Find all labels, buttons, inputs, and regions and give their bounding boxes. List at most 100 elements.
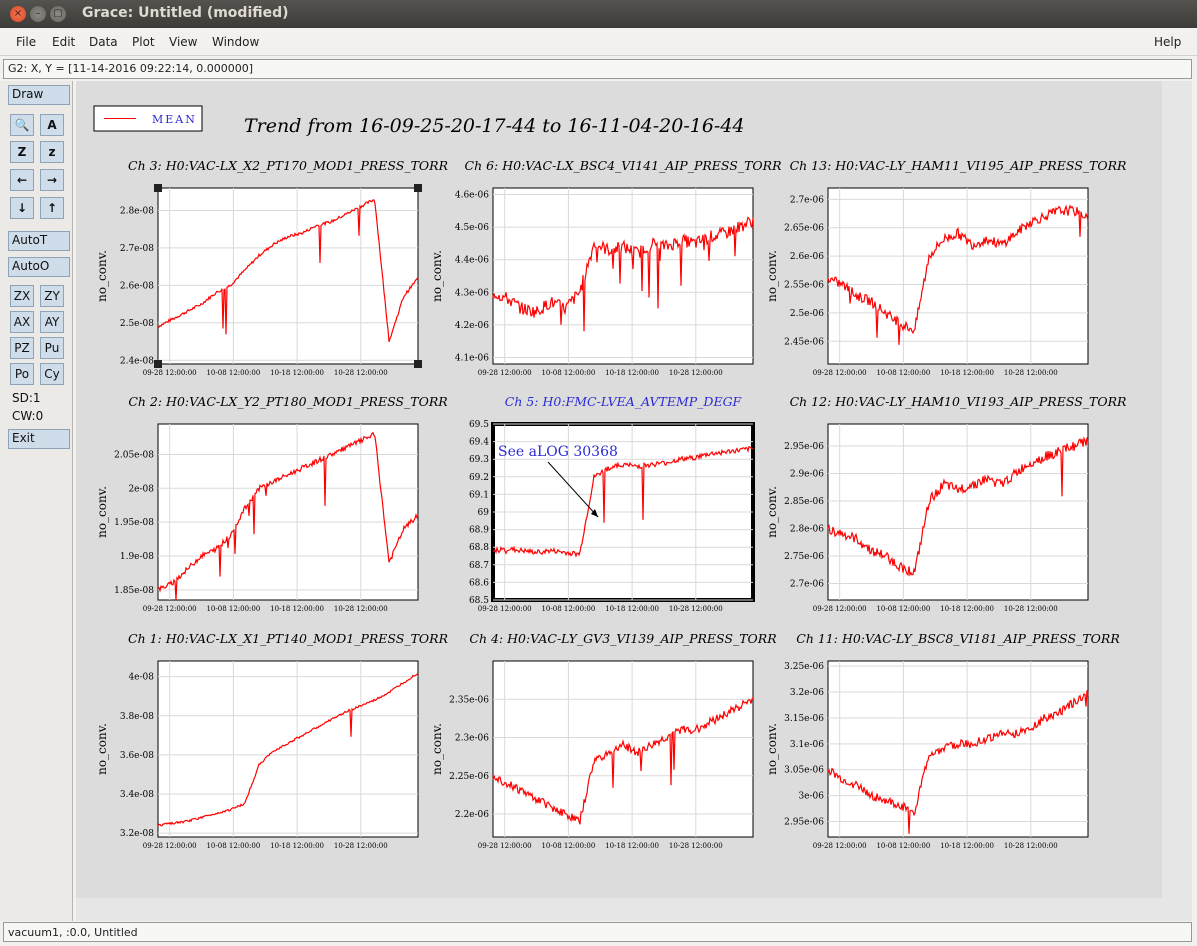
menu-edit[interactable]: Edit — [52, 35, 76, 49]
y-tick-label: 2.6e-08 — [120, 281, 154, 291]
menu-view[interactable]: View — [169, 35, 198, 49]
arrow-down-icon[interactable]: ↓ — [10, 197, 34, 219]
x-tick-label: 10-08 12:00:00 — [876, 842, 930, 850]
x-tick-label: 10-18 12:00:00 — [940, 605, 994, 613]
close-icon[interactable]: × — [10, 6, 26, 22]
x-tick-label: 09-28 12:00:00 — [478, 605, 532, 613]
data-series-line — [157, 199, 419, 342]
cy-button[interactable]: Cy — [40, 363, 64, 385]
po-button[interactable]: Po — [10, 363, 34, 385]
y-tick-label: 2.95e-06 — [784, 817, 824, 827]
annotation-arrowhead — [591, 509, 598, 517]
y-tick-label: 68.5 — [469, 596, 489, 606]
menu-window[interactable]: Window — [212, 35, 260, 49]
y-tick-label: 3.2e-06 — [790, 688, 824, 698]
y-tick-label: 3.1e-06 — [790, 740, 824, 750]
minimize-icon[interactable]: – — [30, 6, 46, 22]
text-icon[interactable]: A — [40, 114, 64, 136]
data-series-line — [157, 672, 419, 827]
arrow-left-icon[interactable]: ← — [10, 169, 34, 191]
x-tick-label: 10-18 12:00:00 — [270, 842, 324, 850]
y-tick-label: 68.6 — [469, 578, 489, 588]
zoom-z-icon[interactable]: z — [40, 141, 64, 163]
sd-label: SD:1 — [12, 391, 41, 405]
canvas-title: Trend from 16-09-25-20-17-44 to 16-11-04… — [244, 115, 745, 137]
y-tick-label: 69.5 — [469, 420, 489, 430]
zx-button[interactable]: ZX — [10, 285, 34, 307]
ax-button[interactable]: AX — [10, 311, 34, 333]
menu-data[interactable]: Data — [89, 35, 118, 49]
tool-panel: Draw 🔍 A Z z ← → ↓ ↑ AutoT AutoO ZX ZY A… — [0, 81, 73, 921]
x-tick-label: 09-28 12:00:00 — [478, 842, 532, 850]
y-axis-label: no_conv. — [95, 250, 109, 302]
locator-bar: G2: X, Y = [11-14-2016 09:22:14, 0.00000… — [3, 59, 1192, 79]
y-tick-label: 2.5e-06 — [790, 309, 824, 319]
x-tick-label: 10-28 12:00:00 — [334, 605, 388, 613]
zy-button[interactable]: ZY — [40, 285, 64, 307]
arrow-up-icon[interactable]: ↑ — [40, 197, 64, 219]
y-tick-label: 3.2e-08 — [120, 829, 154, 839]
x-tick-label: 09-28 12:00:00 — [813, 605, 867, 613]
menu-help[interactable]: Help — [1154, 35, 1182, 49]
y-tick-label: 2.3e-06 — [455, 734, 489, 744]
data-series-line — [492, 445, 754, 558]
y-tick-label: 69.3 — [469, 455, 489, 465]
y-tick-label: 3.25e-06 — [784, 662, 824, 672]
y-axis-label: no_conv. — [765, 486, 779, 538]
x-tick-label: 09-28 12:00:00 — [143, 605, 197, 613]
autot-button[interactable]: AutoT — [8, 231, 70, 251]
y-tick-label: 2.8e-08 — [120, 206, 154, 216]
y-tick-label: 2.65e-06 — [784, 224, 824, 234]
x-tick-label: 10-18 12:00:00 — [940, 842, 994, 850]
pu-button[interactable]: Pu — [40, 337, 64, 359]
plot-title: Ch 5: H0:FMC-LVEA_AVTEMP_DEGF — [505, 394, 743, 409]
y-tick-label: 2.2e-06 — [455, 810, 489, 820]
y-tick-label: 1.9e-08 — [120, 552, 154, 562]
exit-button[interactable]: Exit — [8, 429, 70, 449]
plot-title: Ch 1: H0:VAC-LX_X1_PT140_MOD1_PRESS_TORR — [128, 631, 448, 646]
maximize-icon[interactable]: ▢ — [50, 6, 66, 22]
y-tick-label: 4e-08 — [128, 673, 154, 683]
plot-title: Ch 6: H0:VAC-LX_BSC4_VI141_AIP_PRESS_TOR… — [465, 158, 782, 173]
y-tick-label: 2.55e-06 — [784, 281, 824, 291]
ay-button[interactable]: AY — [40, 311, 64, 333]
x-tick-label: 10-28 12:00:00 — [1004, 605, 1058, 613]
arrow-right-icon[interactable]: → — [40, 169, 64, 191]
cw-label: CW:0 — [12, 409, 44, 423]
x-tick-label: 10-28 12:00:00 — [334, 369, 388, 377]
y-tick-label: 68.8 — [469, 543, 489, 553]
x-tick-label: 10-28 12:00:00 — [669, 605, 723, 613]
zoom-icon[interactable]: 🔍 — [10, 114, 34, 136]
y-tick-label: 2.7e-06 — [790, 580, 824, 590]
autoo-button[interactable]: AutoO — [8, 257, 70, 277]
y-tick-label: 2.8e-06 — [790, 525, 824, 535]
x-tick-label: 10-08 12:00:00 — [876, 605, 930, 613]
y-tick-label: 2.35e-06 — [449, 695, 489, 705]
draw-button[interactable]: Draw — [8, 85, 70, 105]
x-tick-label: 09-28 12:00:00 — [813, 369, 867, 377]
plot-frame — [157, 423, 419, 601]
y-tick-label: 2.6e-06 — [790, 252, 824, 262]
plot-title: Ch 12: H0:VAC-LY_HAM10_VI193_AIP_PRESS_T… — [790, 394, 1127, 409]
menu-plot[interactable]: Plot — [132, 35, 155, 49]
autoscale-z-icon[interactable]: Z — [10, 141, 34, 163]
pz-button[interactable]: PZ — [10, 337, 34, 359]
plot-canvas[interactable]: MEAN Trend from 16-09-25-20-17-44 to 16-… — [76, 81, 1162, 898]
x-tick-label: 09-28 12:00:00 — [478, 369, 532, 377]
plot-title: Ch 3: H0:VAC-LX_X2_PT170_MOD1_PRESS_TORR — [128, 158, 448, 173]
selection-handle — [154, 184, 162, 192]
x-tick-label: 09-28 12:00:00 — [143, 369, 197, 377]
y-tick-label: 3.8e-08 — [120, 712, 154, 722]
y-tick-label: 2.5e-08 — [120, 319, 154, 329]
plot-svg[interactable]: MEAN Trend from 16-09-25-20-17-44 to 16-… — [76, 81, 1162, 898]
x-tick-label: 10-18 12:00:00 — [270, 369, 324, 377]
plot-title: Ch 4: H0:VAC-LY_GV3_VI139_AIP_PRESS_TORR — [469, 631, 776, 646]
x-tick-label: 10-18 12:00:00 — [605, 369, 659, 377]
selection-handle — [414, 360, 422, 368]
menu-file[interactable]: File — [16, 35, 37, 49]
data-series-line — [492, 697, 754, 825]
y-tick-label: 2.7e-06 — [790, 195, 824, 205]
y-tick-label: 2.45e-06 — [784, 337, 824, 347]
y-tick-label: 3.05e-06 — [784, 766, 824, 776]
annotation-text: See aLOG 30368 — [498, 444, 618, 460]
